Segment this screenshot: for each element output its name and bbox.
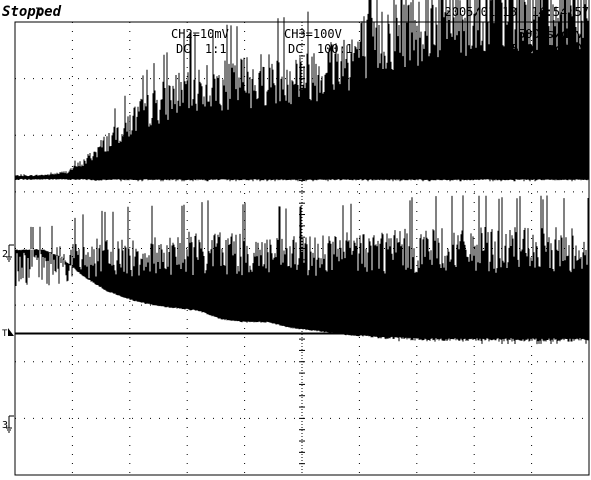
trigger-level-marker: T bbox=[2, 328, 14, 339]
acquisition-mode: NORM:2MS/s bbox=[512, 57, 584, 71]
ch3-coupling: DC 100:1 bbox=[288, 42, 353, 56]
triangle-icon bbox=[8, 328, 14, 336]
timebase: 500us/div bbox=[518, 27, 583, 41]
ch3-ground-marker: 3 bbox=[2, 415, 14, 433]
ground-icon bbox=[6, 415, 14, 433]
ch3-waveform bbox=[14, 195, 590, 345]
trigger-position-icon bbox=[36, 7, 42, 15]
ch3-trace bbox=[14, 195, 590, 345]
ground-icon bbox=[6, 244, 14, 262]
ch2-ground-marker: 2 bbox=[2, 244, 14, 262]
status-label: Stopped bbox=[2, 4, 62, 20]
ch3-marker-label: 3 bbox=[2, 420, 8, 431]
ch2-scale: CH2=10mV bbox=[171, 27, 229, 41]
ch2-waveform bbox=[14, 0, 590, 182]
channel-info: CH2=10mV DC 1:1 CH3=100V DC 100:1 500us/… bbox=[171, 27, 584, 71]
ch2-trace bbox=[14, 0, 590, 182]
trigger-marker-label: T bbox=[2, 329, 8, 339]
ch2-coupling: DC 1:1 bbox=[176, 42, 227, 56]
timebase-sub: (500us/div) bbox=[505, 42, 584, 56]
ch3-scale: CH3=100V bbox=[284, 27, 342, 41]
waveform-traces bbox=[14, 0, 590, 345]
ch2-marker-label: 2 bbox=[2, 249, 8, 260]
